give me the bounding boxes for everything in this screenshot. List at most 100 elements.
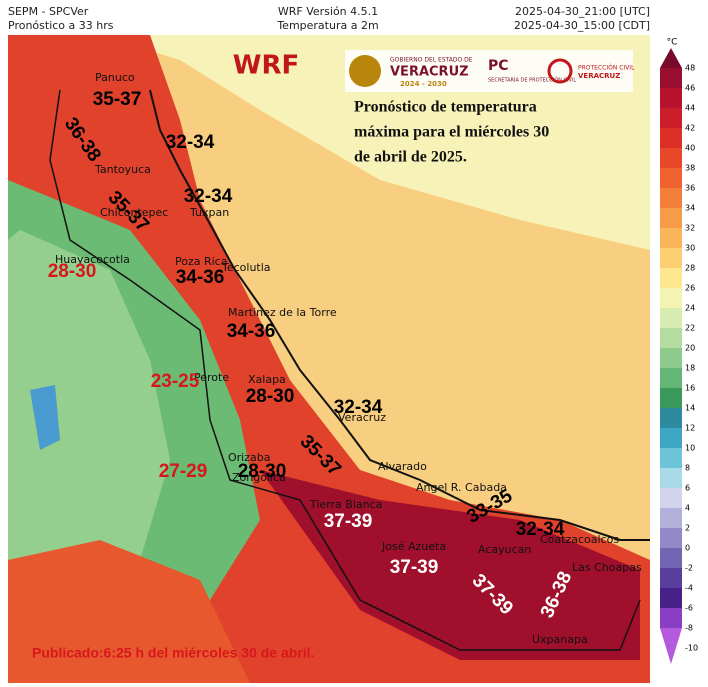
colorbar-tick-label: 6 [685, 484, 690, 493]
colorbar-segment [660, 608, 682, 628]
logo-text: 2024 - 2030 [400, 80, 447, 88]
colorbar-tick-label: 24 [685, 304, 695, 313]
colorbar-tick-label: 8 [685, 464, 690, 473]
colorbar-segment [660, 328, 682, 348]
colorbar-tick-label: -2 [685, 564, 693, 573]
colorbar-tick-label: 32 [685, 224, 695, 233]
colorbar-tick-label: 14 [685, 404, 695, 413]
city-label: Veracruz [338, 411, 386, 424]
colorbar-tick-label: -8 [685, 624, 693, 633]
colorbar-unit: °C [667, 38, 678, 48]
logo-text: SECRETARÍA DE PROTECCIÓN CIVIL [488, 77, 576, 84]
header-center: Temperatura a 2m [276, 19, 378, 32]
colorbar-tick-label: 46 [685, 84, 695, 93]
colorbar-tick-label: 26 [685, 284, 695, 293]
city-label: Zongolica [232, 471, 286, 484]
logo-text: PC [488, 58, 509, 74]
temperature-range: 37-39 [390, 557, 439, 578]
temperature-range: 23-25 [151, 371, 200, 392]
colorbar-tick-label: 0 [685, 544, 690, 553]
city-label: Orizaba [228, 451, 270, 464]
colorbar-segment [660, 268, 682, 288]
colorbar-cap [660, 628, 682, 664]
colorbar-segment [660, 88, 682, 108]
logo-bar [345, 50, 633, 92]
logo-text: VERACRUZ [578, 72, 620, 80]
city-label: Tecolutla [221, 261, 271, 274]
colorbar-tick-label: 44 [685, 104, 695, 113]
colorbar-tick-label: 12 [685, 424, 695, 433]
description: máxima para el miércoles 30 [354, 124, 549, 141]
city-label: Coatzacoalcos [540, 533, 619, 546]
colorbar-segment [660, 228, 682, 248]
city-label: Tantoyuca [94, 163, 151, 176]
colorbar-segment [660, 468, 682, 488]
temperature-range: 32-34 [516, 519, 565, 540]
colorbar-segment [660, 188, 682, 208]
city-label: Panuco [95, 71, 135, 84]
colorbar-segment [660, 448, 682, 468]
colorbar-segment [660, 108, 682, 128]
city-label: Acayucan [478, 543, 531, 556]
colorbar-segment [660, 348, 682, 368]
colorbar-segment [660, 568, 682, 588]
city-label: Martinez de la Torre [228, 306, 337, 319]
colorbar-tick-label: 34 [685, 204, 695, 213]
colorbar-segment [660, 588, 682, 608]
city-label: Huayacocotla [55, 253, 130, 266]
header-left: SEPM - SPCVer [8, 5, 89, 18]
temperature-range: 37-39 [324, 511, 373, 532]
colorbar-tick-label: 30 [685, 244, 695, 253]
colorbar-segment [660, 148, 682, 168]
colorbar-segment [660, 128, 682, 148]
colorbar-segment [660, 408, 682, 428]
logo-circle [547, 58, 573, 84]
header-right: 2025-04-30_21:00 [UTC] [515, 5, 650, 18]
temperature-range: 32-34 [184, 186, 233, 207]
logo-text: PROTECCIÓN CIVIL [578, 65, 635, 72]
colorbar: 4846444240383634323028262422201816141210… [660, 48, 698, 664]
city-label: Xalapa [248, 373, 286, 386]
colorbar-segment [660, 548, 682, 568]
colorbar-tick-label: 4 [685, 504, 690, 513]
logo-shield [349, 55, 381, 87]
temperature-range: 34-36 [227, 321, 276, 342]
colorbar-segment [660, 488, 682, 508]
description: Pronóstico de temperatura [354, 99, 537, 116]
colorbar-segment [660, 368, 682, 388]
colorbar-tick-label: 28 [685, 264, 695, 273]
map [8, 35, 650, 683]
colorbar-segment [660, 288, 682, 308]
colorbar-tick-label: 38 [685, 164, 695, 173]
model-label: WRF [233, 51, 299, 81]
city-label: Las Choapas [572, 561, 642, 574]
temperature-range: 35-37 [93, 89, 142, 110]
header-right: 2025-04-30_15:00 [CDT] [514, 19, 650, 32]
header-left: Pronóstico a 33 hrs [8, 19, 114, 32]
colorbar-segment [660, 428, 682, 448]
colorbar-tick-label: -10 [685, 644, 698, 653]
colorbar-segment [660, 508, 682, 528]
city-label: Tuxpan [189, 206, 229, 219]
city-label: Chicontepec [100, 206, 168, 219]
temperature-range: 32-34 [166, 132, 215, 153]
logo-text: GOBIERNO DEL ESTADO DE [390, 57, 473, 64]
city-label: Tierra Blanca [309, 498, 382, 511]
city-label: Angel R. Cabada [416, 481, 507, 494]
footer: Publicado:6:25 h del miércoles 30 de abr… [32, 645, 314, 661]
city-label: Poza Rica [175, 255, 227, 268]
colorbar-tick-label: 42 [685, 124, 695, 133]
colorbar-cap [660, 48, 682, 68]
colorbar-tick-label: 20 [685, 344, 695, 353]
colorbar-segment [660, 68, 682, 88]
header-center: WRF Versión 4.5.1 [278, 5, 378, 18]
temperature-range: 27-29 [159, 461, 208, 482]
colorbar-tick-label: 2 [685, 524, 690, 533]
city-label: Alvarado [378, 460, 427, 473]
colorbar-segment [660, 208, 682, 228]
colorbar-tick-label: 16 [685, 384, 695, 393]
colorbar-tick-label: -6 [685, 604, 693, 613]
temperature-range: 34-36 [176, 267, 225, 288]
temperature-range: 28-30 [48, 261, 97, 282]
